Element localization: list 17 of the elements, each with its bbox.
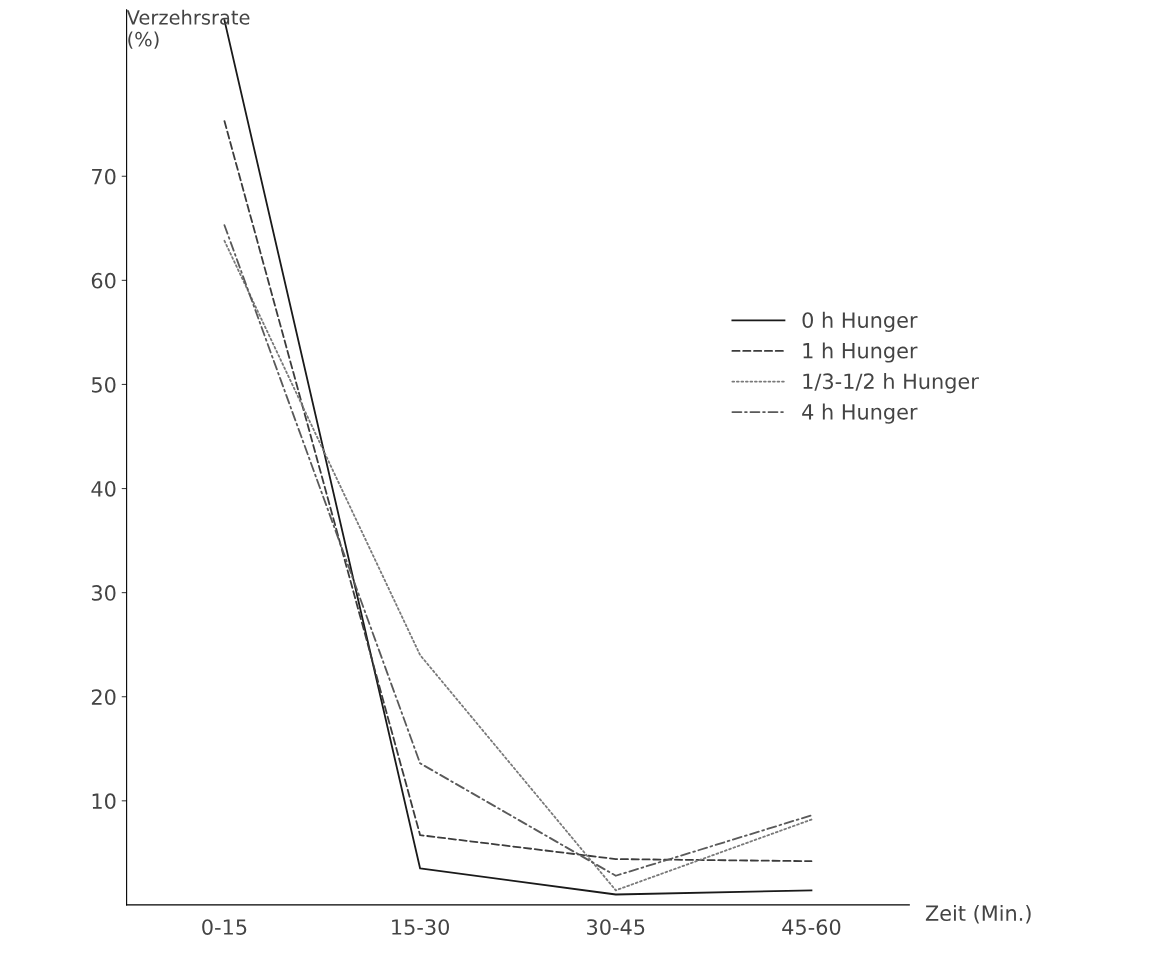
x-axis-title: Zeit (Min.) [925,904,1031,924]
legend-label: 4 h Hunger [802,403,918,424]
y-tick-label: 50 [91,376,116,393]
y-axis-title: Verzehrsrate (%) [126,9,250,49]
x-tick-label: 45-60 [782,919,841,935]
y-tick-label: 20 [91,689,116,705]
y-tick-label: 60 [91,272,116,289]
legend-label: 1 h Hunger [803,342,918,363]
legend-label: 1/3-1/2 h Hunger [803,373,979,394]
x-tick-label: 15-30 [392,919,449,935]
x-tick-label: 30-45 [587,919,645,935]
y-tick-label: 70 [92,168,116,185]
y-tick-label: 30 [91,585,116,601]
x-tick-label: 0-15 [202,919,247,935]
legend-label: 0 h Hunger [802,311,918,333]
y-tick-label: 10 [92,793,116,810]
y-tick-label: 40 [91,480,116,497]
